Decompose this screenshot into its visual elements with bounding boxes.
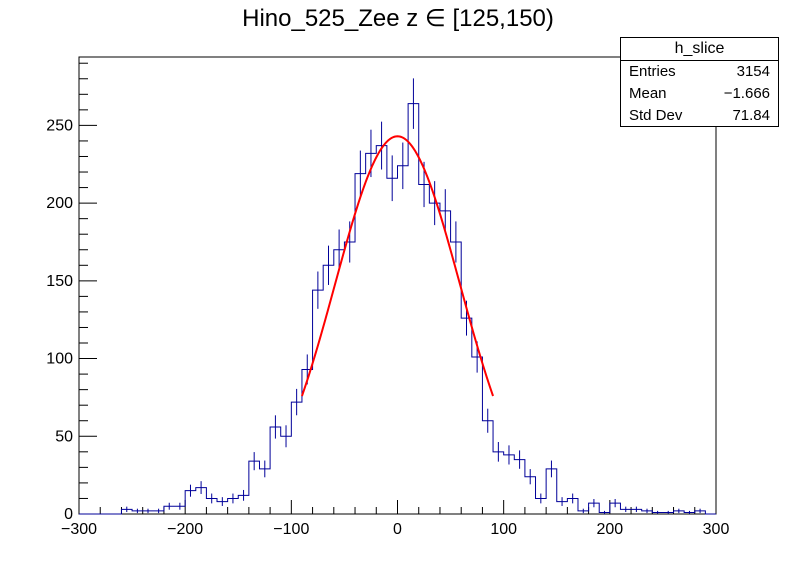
y-tick-label: 100 xyxy=(46,351,73,368)
y-tick-label: 150 xyxy=(46,273,73,290)
histogram-outline xyxy=(79,103,716,515)
stats-title: h_slice xyxy=(621,38,778,61)
x-tick-label: −300 xyxy=(61,521,97,538)
x-tick-label: 200 xyxy=(596,521,623,538)
stats-entries-row: Entries 3154 xyxy=(621,61,778,83)
y-tick-label: 200 xyxy=(46,195,73,212)
x-tick-label: 300 xyxy=(703,521,730,538)
x-tick-label: 0 xyxy=(393,521,402,538)
y-tick-label: 50 xyxy=(55,428,73,445)
stats-entries-value: 3154 xyxy=(736,63,770,80)
gaussian-fit-curve xyxy=(301,135,494,397)
x-tick-label: 100 xyxy=(490,521,517,538)
y-tick-label: 0 xyxy=(64,506,73,523)
stats-stddev-value: 71.84 xyxy=(732,107,770,124)
stats-stddev-label: Std Dev xyxy=(629,107,683,124)
stats-entries-label: Entries xyxy=(629,63,676,80)
chart-title: Hino_525_Zee z ∈ [125,150) xyxy=(242,5,554,32)
stats-box: h_slice Entries 3154 Mean −1.666 Std Dev… xyxy=(620,37,779,127)
stats-mean-label: Mean xyxy=(629,85,667,102)
stats-stddev-row: Std Dev 71.84 xyxy=(621,105,778,127)
x-tick-label: −100 xyxy=(273,521,309,538)
y-tick-label: 250 xyxy=(46,117,73,134)
stats-mean-value: −1.666 xyxy=(723,85,770,102)
stats-mean-row: Mean −1.666 xyxy=(621,83,778,105)
x-tick-label: −200 xyxy=(167,521,203,538)
